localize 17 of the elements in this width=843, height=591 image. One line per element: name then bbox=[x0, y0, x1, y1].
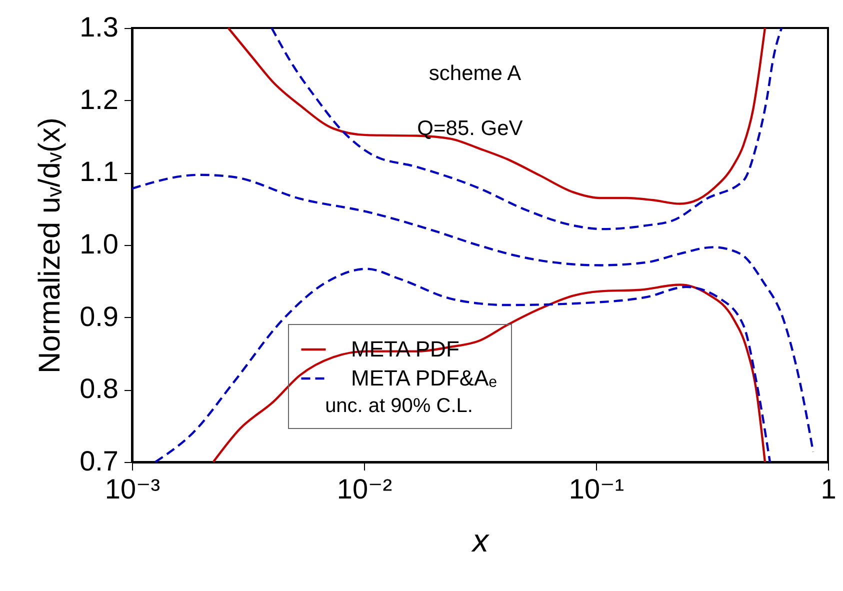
y-tick-label: 1.3 bbox=[80, 12, 118, 42]
y-tick-label: 1.2 bbox=[80, 84, 118, 115]
y-tick-label: 0.7 bbox=[80, 446, 118, 476]
x-tick-label: 10⁻³ bbox=[104, 474, 160, 504]
y-tick-label: 0.9 bbox=[80, 300, 118, 332]
x-tick-label: 1 bbox=[820, 474, 836, 504]
annotation: scheme A bbox=[428, 62, 522, 85]
y-axis-title: Normalized uᵥ/dᵥ(x) bbox=[34, 117, 67, 374]
y-tick-label: 0.8 bbox=[80, 373, 118, 404]
x-tick-label: 10⁻² bbox=[336, 474, 392, 504]
x-tick-label: 10⁻¹ bbox=[568, 474, 624, 504]
y-tick-label: 1.0 bbox=[80, 228, 118, 260]
y-tick-label: 1.1 bbox=[80, 156, 118, 188]
legend-title: unc. at 90% C.L. bbox=[325, 395, 473, 417]
legend-label: META PDF&Aₑ bbox=[351, 366, 497, 390]
x-axis-title: x bbox=[470, 522, 490, 558]
annotation: Q=85. GeV bbox=[417, 117, 523, 140]
